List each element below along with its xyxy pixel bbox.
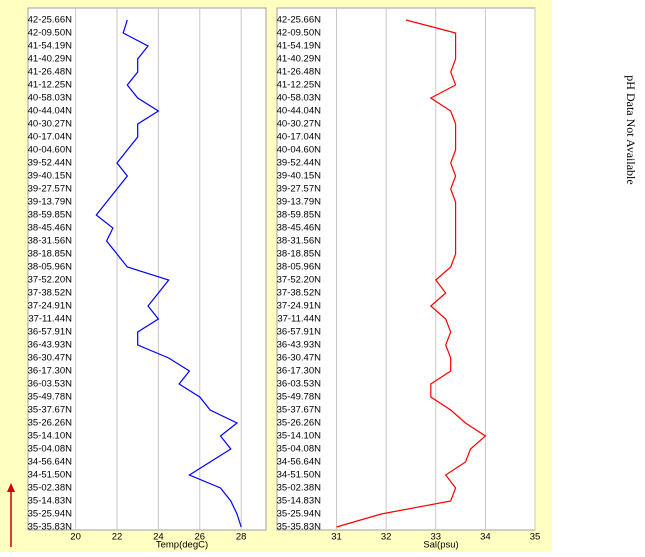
y-tick-label: 35-14.83N bbox=[277, 496, 322, 507]
y-tick-label: 35-35.83N bbox=[277, 522, 322, 533]
y-tick-label: 41-40.29N bbox=[28, 54, 73, 65]
side-note: pH Data Not Available bbox=[624, 75, 638, 184]
y-tick-label: 36-57.91N bbox=[277, 327, 322, 338]
y-tick-label: 40-04.60N bbox=[28, 145, 73, 156]
y-tick-label: 37-11.44N bbox=[277, 314, 321, 325]
y-tick-label: 42-25.66N bbox=[28, 15, 73, 26]
y-tick-label: 38-05.96N bbox=[28, 262, 73, 273]
y-tick-label: 38-59.85N bbox=[277, 210, 322, 221]
y-tick-label: 35-37.67N bbox=[28, 405, 73, 416]
y-tick-label: 37-24.91N bbox=[28, 301, 73, 312]
y-tick-label: 38-45.46N bbox=[277, 223, 322, 234]
y-tick-label: 35-49.78N bbox=[277, 392, 322, 403]
y-tick-label: 37-38.52N bbox=[28, 288, 73, 299]
x-tick-label: 24 bbox=[153, 532, 164, 543]
y-tick-label: 35-04.08N bbox=[277, 444, 322, 455]
y-tick-label: 34-56.64N bbox=[28, 457, 73, 468]
data-line bbox=[336, 19, 487, 528]
y-tick-label: 40-44.04N bbox=[28, 106, 73, 117]
y-tick-label: 40-44.04N bbox=[277, 106, 322, 117]
y-tick-label: 41-54.19N bbox=[277, 41, 322, 52]
y-tick-label: 41-54.19N bbox=[28, 41, 73, 52]
y-tick-label: 36-03.53N bbox=[28, 379, 73, 390]
y-tick-label: 35-02.38N bbox=[28, 483, 73, 494]
y-tick-label: 35-49.78N bbox=[28, 392, 73, 403]
y-tick-label: 39-40.15N bbox=[277, 171, 322, 182]
y-tick-label: 40-04.60N bbox=[277, 145, 322, 156]
y-tick-label: 39-27.57N bbox=[277, 184, 322, 195]
y-tick-label: 35-14.83N bbox=[28, 496, 73, 507]
y-tick-label: 34-51.50N bbox=[277, 470, 322, 481]
y-tick-label: 35-26.26N bbox=[277, 418, 322, 429]
y-tick-label: 41-26.48N bbox=[277, 67, 322, 78]
y-tick-label: 38-31.56N bbox=[277, 236, 322, 247]
y-tick-label: 37-11.44N bbox=[28, 314, 72, 325]
y-tick-label: 36-17.30N bbox=[277, 366, 322, 377]
y-tick-label: 38-05.96N bbox=[277, 262, 322, 273]
y-tick-label: 35-14.10N bbox=[28, 431, 73, 442]
y-tick-label: 37-52.20N bbox=[28, 275, 73, 286]
y-tick-label: 35-26.26N bbox=[28, 418, 73, 429]
y-tick-label: 41-26.48N bbox=[28, 67, 73, 78]
y-tick-label: 39-52.44N bbox=[277, 158, 322, 169]
y-tick-label: 34-56.64N bbox=[277, 457, 322, 468]
x-tick-label: 26 bbox=[194, 532, 205, 543]
x-tick-label: 32 bbox=[381, 532, 392, 543]
y-tick-label: 36-43.93N bbox=[28, 340, 73, 351]
y-tick-label: 42-09.50N bbox=[28, 28, 73, 39]
y-tick-label: 37-38.52N bbox=[277, 288, 322, 299]
y-tick-label: 41-12.25N bbox=[277, 80, 322, 91]
y-tick-label: 37-24.91N bbox=[277, 301, 322, 312]
y-tick-label: 36-30.47N bbox=[28, 353, 73, 364]
y-tick-label: 40-30.27N bbox=[28, 119, 73, 130]
y-tick-label: 35-04.08N bbox=[28, 444, 73, 455]
x-axis-label: Sal(psu) bbox=[423, 540, 458, 551]
y-tick-label: 35-02.38N bbox=[277, 483, 322, 494]
x-tick-label: 20 bbox=[70, 532, 81, 543]
plot-area bbox=[276, 7, 536, 531]
y-tick-label: 35-35.83N bbox=[28, 522, 73, 533]
x-axis-label: Temp(degC) bbox=[156, 540, 208, 551]
y-tick-label: 39-27.57N bbox=[28, 184, 73, 195]
x-tick-label: 28 bbox=[236, 532, 247, 543]
y-tick-label: 36-30.47N bbox=[277, 353, 322, 364]
y-tick-label: 42-25.66N bbox=[277, 15, 322, 26]
data-line bbox=[95, 19, 242, 528]
y-tick-label: 38-45.46N bbox=[28, 223, 73, 234]
x-tick-label: 22 bbox=[112, 532, 123, 543]
y-tick-label: 38-31.56N bbox=[28, 236, 73, 247]
x-tick-label: 34 bbox=[480, 532, 491, 543]
y-tick-label: 40-17.04N bbox=[277, 132, 322, 143]
x-tick-label: 35 bbox=[530, 532, 541, 543]
y-tick-label: 40-17.04N bbox=[28, 132, 73, 143]
y-tick-label: 40-58.03N bbox=[28, 93, 73, 104]
y-tick-label: 36-57.91N bbox=[28, 327, 73, 338]
y-tick-label: 35-25.94N bbox=[28, 509, 73, 520]
x-tick-label: 31 bbox=[331, 532, 342, 543]
y-tick-label: 41-40.29N bbox=[277, 54, 322, 65]
y-tick-label: 39-52.44N bbox=[28, 158, 73, 169]
y-tick-label: 41-12.25N bbox=[28, 80, 73, 91]
y-tick-label: 37-52.20N bbox=[277, 275, 322, 286]
y-tick-label: 36-43.93N bbox=[277, 340, 322, 351]
y-tick-label: 38-18.85N bbox=[28, 249, 73, 260]
y-tick-label: 35-37.67N bbox=[277, 405, 322, 416]
y-tick-label: 40-58.03N bbox=[277, 93, 322, 104]
y-tick-label: 38-59.85N bbox=[28, 210, 73, 221]
y-tick-label: 36-17.30N bbox=[28, 366, 73, 377]
y-tick-label: 36-03.53N bbox=[277, 379, 322, 390]
y-tick-label: 34-51.50N bbox=[28, 470, 73, 481]
y-tick-label: 35-25.94N bbox=[277, 509, 322, 520]
y-tick-label: 39-13.79N bbox=[28, 197, 73, 208]
x-tick-label: 33 bbox=[430, 532, 441, 543]
y-tick-label: 42-09.50N bbox=[277, 28, 322, 39]
y-tick-label: 40-30.27N bbox=[277, 119, 322, 130]
y-tick-label: 38-18.85N bbox=[277, 249, 322, 260]
y-tick-label: 39-40.15N bbox=[28, 171, 73, 182]
y-tick-label: 35-14.10N bbox=[277, 431, 322, 442]
direction-arrow-head bbox=[7, 483, 15, 492]
y-tick-label: 39-13.79N bbox=[277, 197, 322, 208]
